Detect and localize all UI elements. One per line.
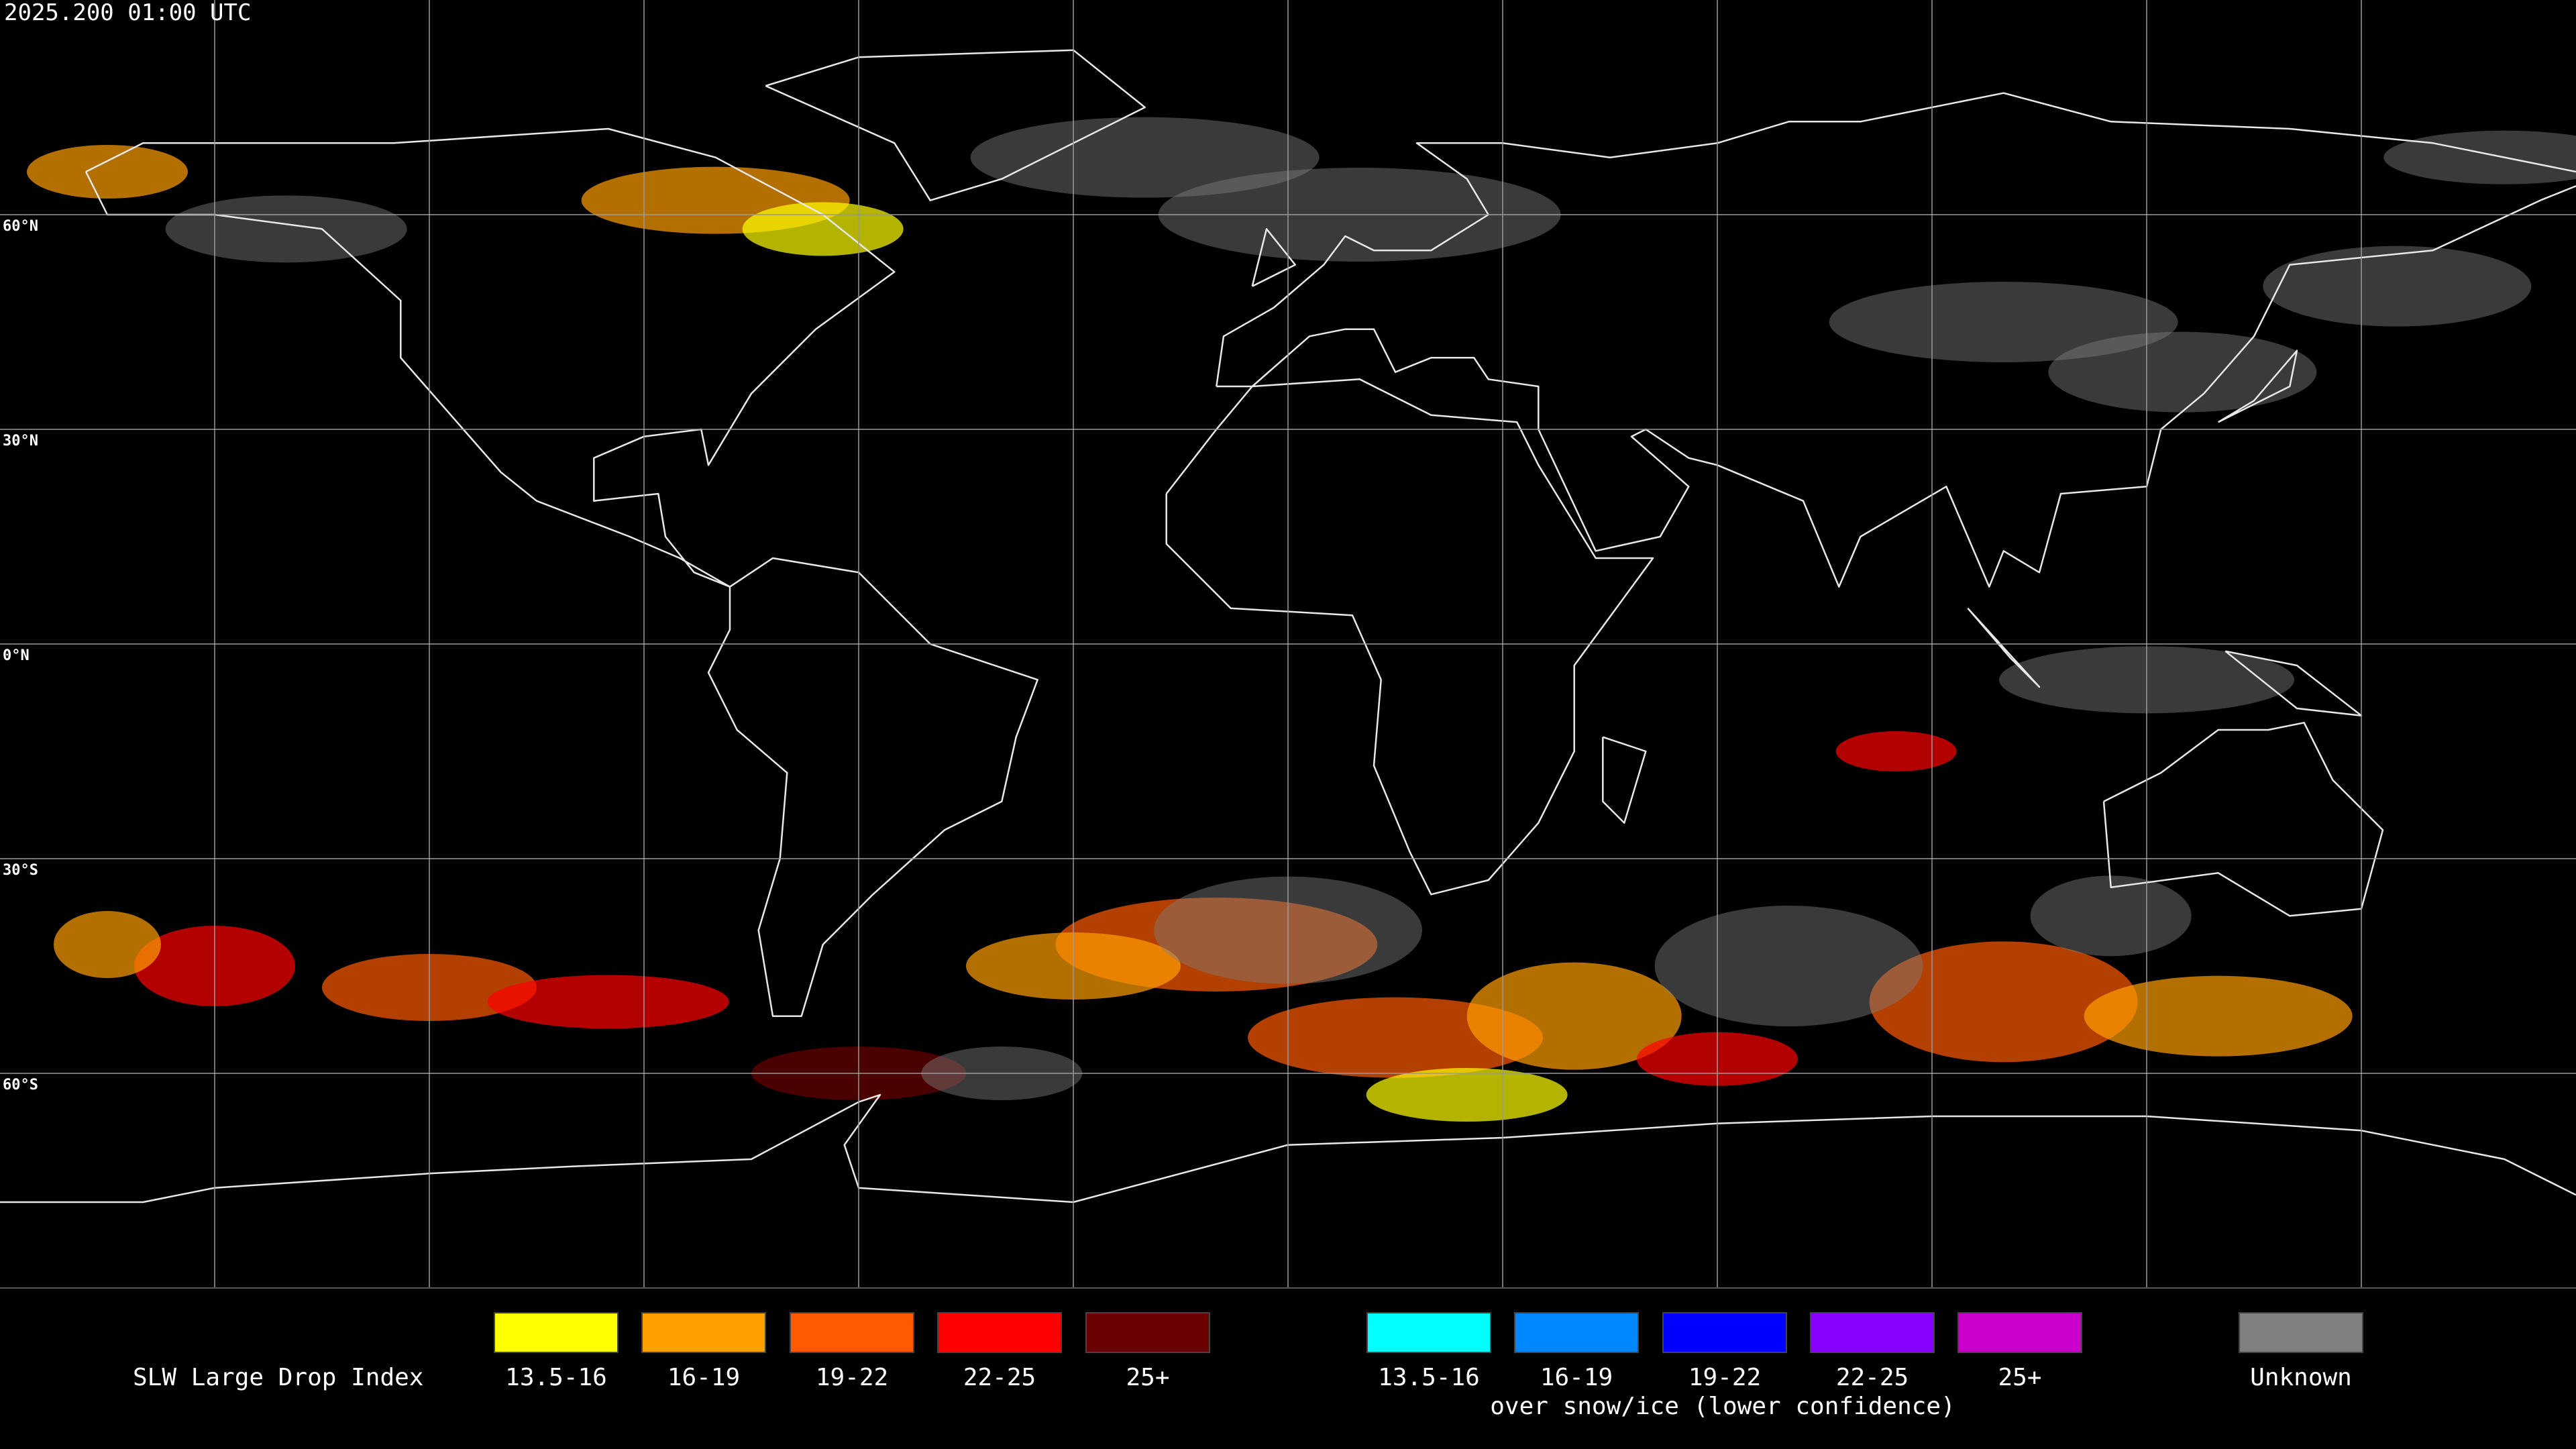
legend-swatch: [2239, 1312, 2363, 1353]
legend-swatch: [641, 1312, 766, 1353]
legend-swatch: [937, 1312, 1062, 1353]
cloud-patch: [487, 975, 729, 1029]
legend-swatch: [790, 1312, 914, 1353]
legend-swatch: [1957, 1312, 2082, 1353]
cloud-patch: [27, 145, 188, 199]
legend-label: 16-19: [1540, 1364, 1613, 1391]
timestamp: 2025.200 01:00 UTC: [4, 0, 251, 26]
coastline: [2102, 722, 2384, 917]
legend-swatch: [1662, 1312, 1787, 1353]
coastline: [1251, 228, 1296, 287]
legend-swatch: [1514, 1312, 1639, 1353]
legend-label: 19-22: [816, 1364, 888, 1391]
coastline: [2218, 350, 2298, 423]
legend-swatch: [1085, 1312, 1210, 1353]
coastline: [1602, 736, 1647, 824]
cloud-field: [27, 117, 2576, 1122]
cloud-patch: [1654, 906, 1923, 1026]
cloud-patch: [2048, 331, 2317, 413]
legend-label: Unknown: [2250, 1364, 2352, 1391]
cloud-patch: [1835, 731, 1957, 771]
legend-label: 22-25: [1836, 1364, 1909, 1391]
legend-label: 25+: [1126, 1364, 1169, 1391]
cloud-patch: [1829, 282, 2178, 362]
cloud-patch: [1466, 962, 1682, 1070]
latitude-label: 60°N: [3, 218, 38, 235]
latitude-label: 0°N: [3, 647, 30, 664]
cloud-patch: [1366, 1068, 1568, 1122]
legend: SLW Large Drop Index over snow/ice (lowe…: [133, 1312, 2363, 1420]
coastline: [1216, 92, 2576, 387]
coastline: [85, 127, 896, 588]
cloud-patch: [2263, 246, 2532, 327]
cloud-patch: [165, 195, 407, 263]
legend-label: 13.5-16: [1378, 1364, 1480, 1391]
legend-title: SLW Large Drop Index: [133, 1364, 423, 1391]
latitude-label: 60°S: [3, 1077, 38, 1093]
coastline: [1165, 378, 1654, 896]
cloud-patch: [2383, 130, 2576, 184]
cloud-patch: [2030, 875, 2192, 957]
latitude-label: 30°N: [3, 433, 38, 449]
coastline: [1216, 185, 2576, 588]
cloud-patch: [970, 117, 1320, 198]
coastline: [1967, 607, 2041, 688]
legend-swatch: [1366, 1312, 1491, 1353]
legend-swatch: [494, 1312, 619, 1353]
cloud-patch: [1869, 941, 2138, 1063]
legend-label: 22-25: [963, 1364, 1036, 1391]
legend-label: 19-22: [1688, 1364, 1761, 1391]
legend-label: 13.5-16: [505, 1364, 607, 1391]
cloud-patch: [54, 911, 161, 978]
latitude-label: 30°S: [3, 862, 38, 879]
snow-caption: over snow/ice (lower confidence): [1490, 1393, 1955, 1420]
graticule: 60°N 30°N 0°N 30°S 60°S: [0, 0, 2576, 1288]
legend-label: 16-19: [667, 1364, 740, 1391]
cloud-patch: [2084, 975, 2353, 1057]
legend-swatch: [1810, 1312, 1935, 1353]
legend-label: 25+: [1998, 1364, 2041, 1391]
cloud-patch: [742, 202, 904, 256]
